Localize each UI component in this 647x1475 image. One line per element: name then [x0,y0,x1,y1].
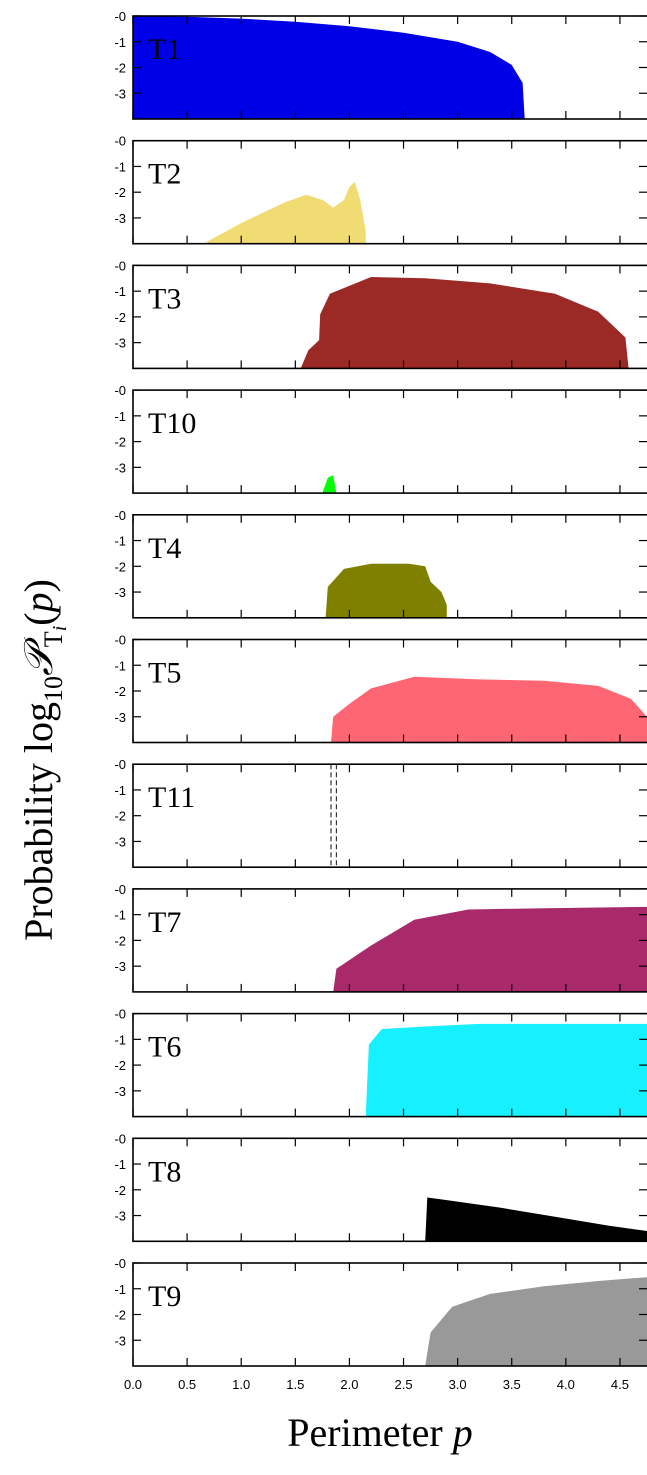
area-t6 [365,1023,647,1117]
panel-label-t7: T7 [148,906,181,939]
y-tick-label: -0 [114,1256,126,1271]
x-tick-label: 1.0 [232,1377,250,1392]
y-tick-label: -2 [114,435,126,450]
panel-t3: -0 -1 -2 -3 T3 [114,258,647,370]
y-tick-label: -0 [114,1131,126,1146]
y-tick-label: -2 [114,684,126,699]
panel-frame [132,389,647,494]
y-tick-label: -1 [114,908,126,923]
y-tick-label: -0 [114,258,126,273]
y-tick-label: -3 [114,1209,126,1224]
panel-label-t9: T9 [148,1280,181,1313]
panel-t5: -0 -1 -2 -3 T5 [114,633,647,744]
area-t9 [425,1277,647,1366]
panel-t4: -0 -1 -2 -3 T4 [114,508,647,619]
y-tick-label: -0 [114,882,126,897]
panel-t8: -0 -1 -2 -3 T8 [114,1131,647,1243]
y-tick-label: -0 [114,383,126,398]
panel-t11: -0 -1 -2 -3 T11 [114,757,647,869]
panels-group: -0 -1 -2 -3 T1 -0 -1 -2 -3 T2 -0 -1 -2 -3 T3 -0 -1 -2 -3 T1… [114,9,647,1367]
y-tick-label: -3 [114,834,126,849]
panel-frame [132,139,647,245]
y-tick-label: -2 [114,559,126,574]
y-tick-label: -3 [114,959,126,974]
panel-label-t3: T3 [148,282,181,315]
panel-label-t6: T6 [148,1031,181,1064]
y-tick-label: -0 [114,1007,126,1022]
y-tick-label: -1 [114,1032,126,1047]
x-axis-title-var: p [450,1410,473,1455]
y-tick-label: -2 [114,185,126,200]
y-tick-label: -0 [114,508,126,523]
panel-label-t10: T10 [148,407,196,440]
y-tick-label: -3 [114,86,126,101]
y-tick-label: -3 [114,585,126,600]
y-tick-label: -1 [114,534,126,549]
panel-t1: -0 -1 -2 -3 T1 [114,9,647,120]
area-t10 [322,475,337,494]
y-tick-label: -3 [114,336,126,351]
y-tick-label: -2 [114,809,126,824]
y-axis-title: Probability log10𝒫Ti(p) [16,579,71,941]
y-tick-label: -3 [114,211,126,226]
y-tick-label: -1 [114,1157,126,1172]
y-tick-label: -2 [114,933,126,948]
y-tick-label: -3 [114,1084,126,1099]
x-tick-label: 3.0 [449,1377,467,1392]
y-tick-label: -0 [114,134,126,149]
panel-t2: -0 -1 -2 -3 T2 [114,134,647,245]
panel-t6: -0 -1 -2 -3 T6 [114,1007,647,1118]
x-tick-label: 4.5 [611,1377,629,1392]
y-axis-title-text: Probability log10𝒫Ti(p) [16,579,71,941]
y-tick-label: -2 [114,1308,126,1323]
y-tick-label: -3 [114,460,126,475]
panel-label-t8: T8 [148,1155,181,1188]
panel-label-t4: T4 [148,532,181,565]
area-t2 [203,181,366,244]
y-tick-label: -1 [114,284,126,299]
y-tick-label: -3 [114,1333,126,1348]
panel-frame [132,763,647,869]
panel-t10: -0 -1 -2 -3 T10 [114,383,647,494]
y-tick-label: -2 [114,1183,126,1198]
x-axis-title-text: Perimeter [287,1410,453,1455]
x-tick-label: 2.5 [394,1377,412,1392]
x-tick-label: 2.0 [340,1377,358,1392]
x-tick-labels: 0.0 0.5 1.0 1.5 2.0 2.5 3.0 3.5 4.0 4.5 [124,1377,629,1392]
x-tick-label: 3.5 [503,1377,521,1392]
y-tick-label: -0 [114,9,126,24]
y-tick-label: -1 [114,409,126,424]
area-t8 [425,1197,647,1242]
y-tick-label: -1 [114,159,126,174]
area-t3 [300,277,629,369]
panel-t9: -0 -1 -2 -3 T9 [114,1256,647,1367]
panel-label-t11: T11 [148,781,195,814]
x-axis-title: Perimeter p [287,1410,473,1455]
y-tick-label: -3 [114,710,126,725]
y-tick-label: -1 [114,783,126,798]
x-tick-label: 0.5 [178,1377,196,1392]
y-tick-label: -0 [114,757,126,772]
y-tick-label: -0 [114,633,126,648]
y-tick-label: -1 [114,658,126,673]
y-tick-label: -2 [114,1058,126,1073]
x-tick-label: 1.5 [286,1377,304,1392]
y-tick-label: -1 [114,1282,126,1297]
area-t5 [331,676,647,743]
y-tick-label: -1 [114,35,126,50]
panel-label-t5: T5 [148,657,181,690]
x-tick-label: 0.0 [124,1377,142,1392]
panel-label-t1: T1 [148,33,181,66]
panel-label-t2: T2 [148,158,181,191]
area-t4 [325,563,447,618]
area-t7 [333,906,647,992]
panel-t7: -0 -1 -2 -3 T7 [114,882,647,993]
area-t1 [133,16,525,119]
x-tick-label: 4.0 [557,1377,575,1392]
y-tick-label: -2 [114,310,126,325]
y-tick-label: -2 [114,61,126,76]
